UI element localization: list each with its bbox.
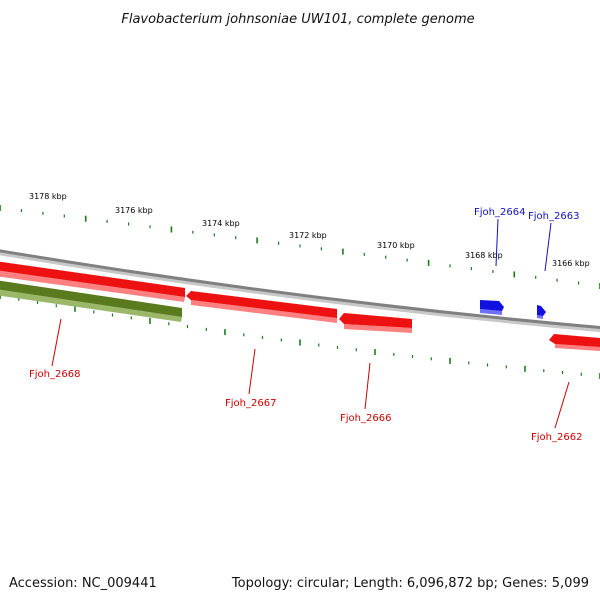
scale-label-3174: 3174 kbp xyxy=(202,219,240,228)
gene-track xyxy=(0,261,600,351)
gene-leader-lines xyxy=(51,218,570,429)
gene-fjoh-2668[interactable] xyxy=(0,261,185,302)
scale-label-3166: 3166 kbp xyxy=(552,259,590,268)
gene-label-fjoh-2664[interactable]: Fjoh_2664 xyxy=(474,207,525,218)
scale-labels: 3178 kbp 3176 kbp 3174 kbp 3172 kbp 3170… xyxy=(29,192,590,268)
genome-summary-text: Topology: circular; Length: 6,096,872 bp… xyxy=(231,576,589,591)
scale-label-3172: 3172 kbp xyxy=(289,231,327,240)
gene-label-fjoh-2663[interactable]: Fjoh_2663 xyxy=(528,211,579,222)
gene-fjoh-2667[interactable] xyxy=(186,291,337,323)
gene-fjoh-2666[interactable] xyxy=(339,313,412,333)
inner-tick-ring xyxy=(0,293,600,379)
gene-label-fjoh-2662[interactable]: Fjoh_2662 xyxy=(531,432,582,443)
gene-label-fjoh-2666[interactable]: Fjoh_2666 xyxy=(340,413,391,424)
leader-fjoh-2668 xyxy=(51,318,62,367)
outer-tick-ring xyxy=(0,205,600,289)
scale-label-3168: 3168 kbp xyxy=(465,251,503,260)
gene-labels: Fjoh_2668 Fjoh_2667 Fjoh_2666 Fjoh_2664 … xyxy=(29,207,582,443)
leader-fjoh-2667 xyxy=(248,348,256,395)
leader-fjoh-2662 xyxy=(554,381,570,429)
gene-fjoh-2668-rna[interactable] xyxy=(0,280,182,322)
scale-label-3176: 3176 kbp xyxy=(115,206,153,215)
leader-fjoh-2666 xyxy=(364,362,371,410)
leader-fjoh-2663 xyxy=(544,222,552,272)
gene-fjoh-2662[interactable] xyxy=(549,334,600,351)
genome-backbone xyxy=(0,249,600,333)
leader-fjoh-2664 xyxy=(495,218,499,267)
accession-text: Accession: NC_009441 xyxy=(9,576,157,591)
scale-label-3178: 3178 kbp xyxy=(29,192,67,201)
gene-fjoh-2664[interactable] xyxy=(480,300,504,315)
gene-label-fjoh-2668[interactable]: Fjoh_2668 xyxy=(29,369,80,380)
map-title: Flavobacterium johnsoniae UW101, complet… xyxy=(121,12,474,27)
gene-label-fjoh-2667[interactable]: Fjoh_2667 xyxy=(225,398,276,409)
scale-label-3170: 3170 kbp xyxy=(377,241,415,250)
gene-fjoh-2663[interactable] xyxy=(537,305,546,319)
